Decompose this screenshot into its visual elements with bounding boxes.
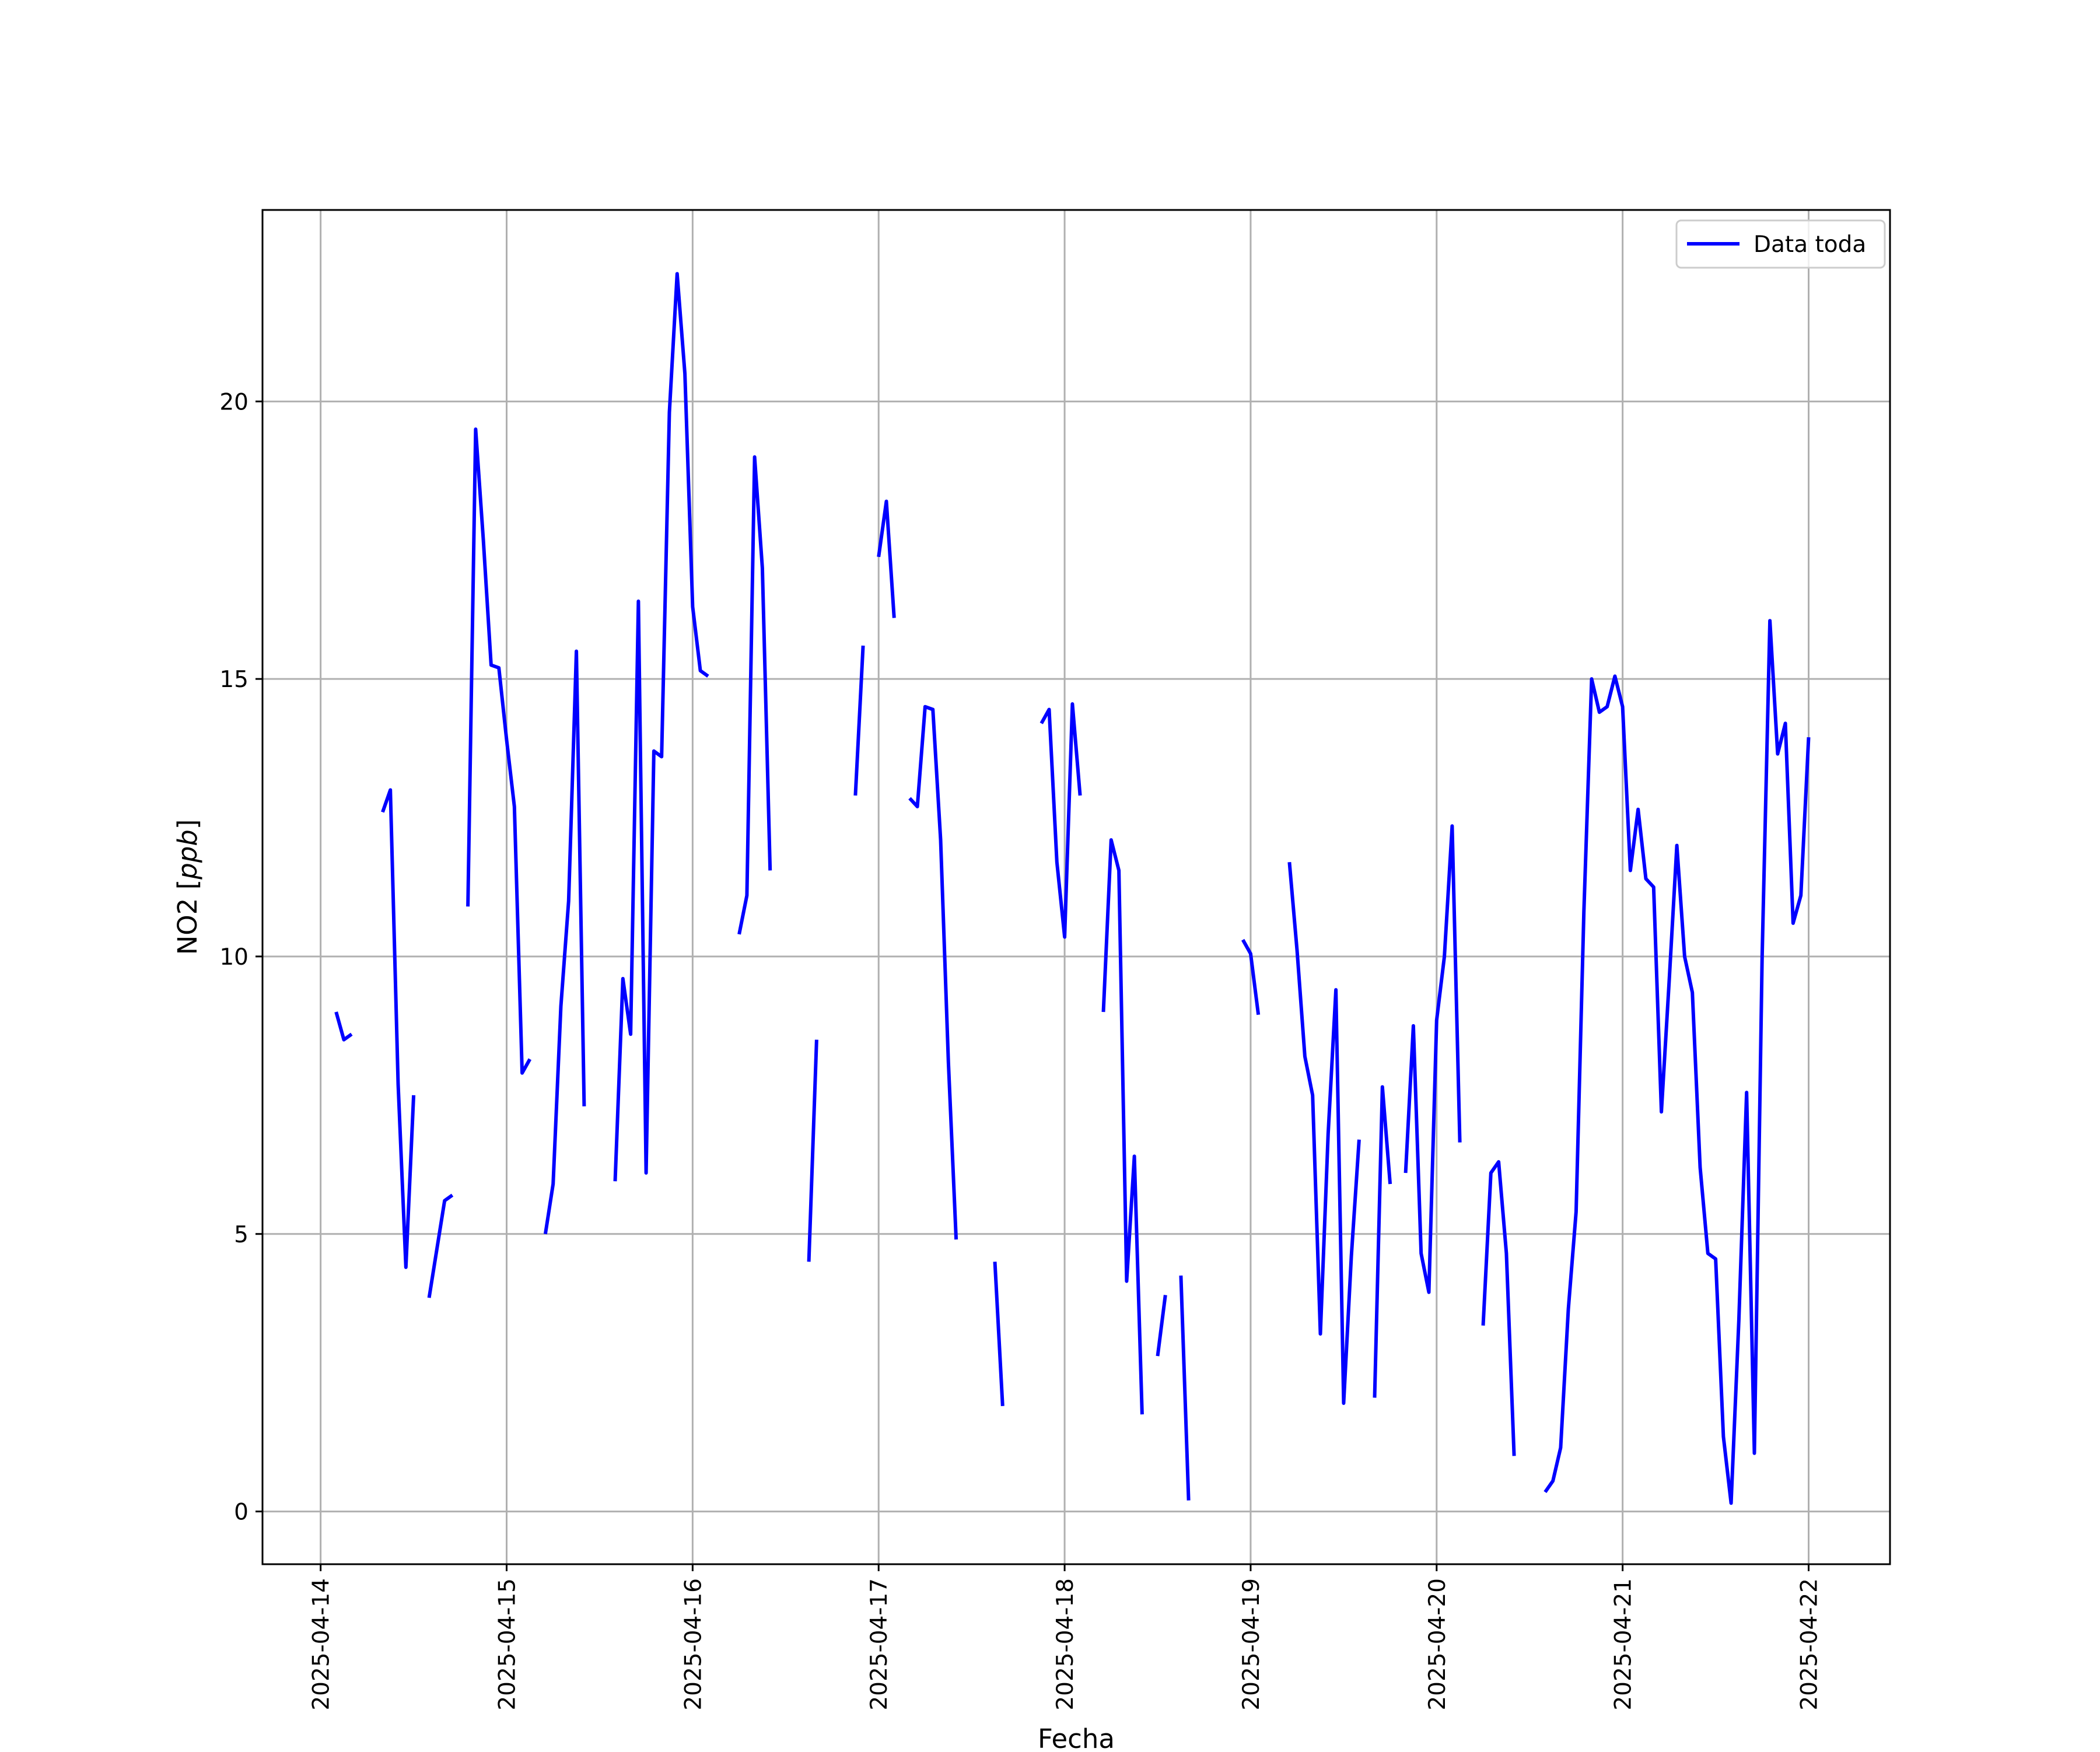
x-tick-label: 2025-04-14 (309, 1578, 335, 1711)
legend: Data toda (1675, 219, 1886, 269)
y-axis-label-unit: ppb (172, 829, 203, 880)
y-tick-label: 15 (219, 667, 249, 693)
series-line-segment (993, 1262, 1005, 1406)
series-line-segment (1373, 1085, 1392, 1398)
series-line-segment (1179, 1275, 1191, 1501)
series-line-segment (1156, 1295, 1167, 1357)
series-line-segment (427, 1193, 454, 1298)
series-line-segment (908, 705, 958, 1240)
series-line-segment (543, 649, 586, 1235)
series-line-segment (466, 427, 532, 1075)
series-line-segment (1101, 838, 1144, 1415)
x-tick-label: 2025-04-18 (1052, 1578, 1079, 1711)
series-line-segment (853, 645, 865, 796)
y-axis-label-suffix: ] (172, 819, 203, 830)
y-tick-label: 5 (234, 1222, 249, 1248)
series-line-segment (737, 455, 772, 935)
y-axis-label: NO2 [ppb] (172, 819, 203, 955)
series-line-segment (1481, 1160, 1516, 1456)
y-axis-label-prefix: NO2 [ (172, 879, 203, 955)
grid-lines (262, 210, 1890, 1564)
x-axis-label: Fecha (1038, 1723, 1115, 1750)
x-tick-label: 2025-04-21 (1611, 1578, 1637, 1711)
series-line-segment (1040, 702, 1082, 939)
series-line-segment (877, 499, 896, 618)
series-line-segment (807, 1039, 818, 1262)
y-tick-label: 20 (219, 389, 249, 415)
plot-area-frame (261, 209, 1891, 1565)
x-tick-label: 2025-04-19 (1238, 1578, 1265, 1711)
data-lines (334, 272, 1811, 1505)
x-tick-label: 2025-04-20 (1424, 1578, 1451, 1711)
series-line-segment (1404, 824, 1462, 1294)
series-line-segment (334, 1011, 353, 1042)
y-tick-label: 0 (234, 1499, 249, 1526)
series-line-segment (613, 272, 709, 1182)
series-line-segment (1241, 938, 1261, 1015)
x-tick-label: 2025-04-15 (495, 1578, 521, 1711)
legend-label: Data toda (1754, 232, 1866, 258)
series-line-segment (1544, 619, 1811, 1505)
series-line-segment (1287, 861, 1361, 1405)
x-tick-label: 2025-04-16 (680, 1578, 706, 1711)
legend-box (1675, 219, 1886, 269)
x-tick-label: 2025-04-17 (866, 1578, 892, 1711)
y-tick-label: 10 (219, 944, 249, 970)
axis-ticks: 2025-04-14 2025-04-15 2025-04-16 2025-04-17… (219, 389, 1822, 1710)
x-tick-label: 2025-04-22 (1797, 1578, 1823, 1711)
series-line-segment (381, 788, 416, 1269)
